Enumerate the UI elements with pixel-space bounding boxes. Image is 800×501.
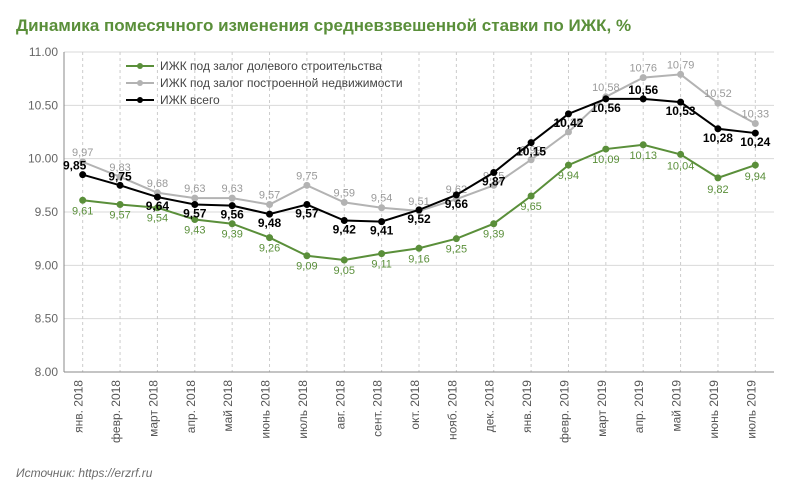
x-axis-label: дек. 2018 [483,380,497,433]
data-point-label: 9,97 [72,147,93,159]
svg-text:11.00: 11.00 [29,45,58,59]
data-point-label: 10,15 [516,145,546,159]
x-axis-label: март 2018 [146,380,160,437]
data-point-label: 9,75 [296,170,317,182]
data-point-label: 9,26 [259,243,280,255]
data-point-label: 9,94 [558,170,579,182]
data-point-label: 9,52 [407,212,431,226]
data-point-label: 10,09 [592,154,620,166]
data-point-label: 9,42 [333,223,357,237]
source-label: Источник: https://erzrf.ru [16,466,784,480]
data-point-label: 9,57 [109,210,130,222]
data-point-label: 9,57 [183,207,207,221]
svg-text:9.00: 9.00 [35,258,59,272]
data-point-label: 9,61 [72,205,93,217]
x-axis-label: янв. 2019 [520,380,534,433]
data-point-label: 9,25 [446,244,467,256]
data-point-label: 9,75 [108,169,132,183]
svg-text:9.50: 9.50 [35,205,59,219]
svg-text:10.50: 10.50 [28,98,58,112]
legend-item: ИЖК под залог долевого строительства [160,59,382,73]
data-point-label: 9,39 [221,229,242,241]
data-point-label: 10,56 [628,83,658,97]
data-point-label: 9,05 [334,265,355,277]
data-point-label: 9,09 [296,261,317,273]
data-point-label: 10,42 [553,116,583,130]
data-point-label: 9,43 [184,224,205,236]
data-point-label: 9,54 [147,213,168,225]
data-point-label: 10,33 [742,108,770,120]
x-axis-label: май 2018 [221,380,235,432]
data-point-label: 9,87 [482,175,506,189]
x-axis-label: июнь 2018 [259,380,273,439]
data-point-label: 9,63 [221,183,242,195]
x-axis-label: март 2019 [595,380,609,437]
x-axis-label: февр. 2018 [109,380,123,443]
svg-text:10.00: 10.00 [28,152,58,166]
data-point-label: 9,82 [707,184,728,196]
data-point-label: 9,11 [371,259,392,271]
svg-text:8.00: 8.00 [35,365,59,379]
data-point-label: 10,04 [667,160,695,172]
legend-item: ИЖК всего [160,93,220,107]
data-point-label: 10,56 [591,101,621,115]
x-axis-label: окт. 2018 [408,380,422,430]
data-point-label: 9,39 [483,229,504,241]
x-axis-label: июль 2018 [296,380,310,439]
data-point-label: 9,63 [184,183,205,195]
data-point-label: 9,57 [259,190,280,202]
x-axis-label: февр. 2019 [557,380,571,443]
x-axis-label: апр. 2018 [184,380,198,434]
data-point-label: 9,16 [408,253,429,265]
data-point-label: 9,56 [220,208,244,222]
svg-text:8.50: 8.50 [35,312,59,326]
data-point-label: 9,48 [258,216,282,230]
x-axis-label: июль 2019 [744,380,758,439]
data-point-label: 9,41 [370,224,394,238]
rate-chart: 8.00 8.50 9.00 9.50 10.00 10.50 11.00 янв. 2018… [16,42,784,462]
data-point-label: 9,65 [520,201,541,213]
x-axis-label: апр. 2019 [632,380,646,434]
data-point-label: 10,79 [667,59,695,71]
data-point-label: 9,54 [371,193,392,205]
legend-item: ИЖК под залог построенной недвижимости [160,76,403,90]
data-point-label: 9,85 [63,159,87,173]
data-point-label: 10,24 [740,135,770,149]
x-axis-label: нояб. 2018 [445,380,459,440]
data-point-label: 10,52 [704,88,732,100]
data-point-label: 9,68 [147,178,168,190]
data-point-label: 10,28 [703,131,733,145]
data-point-label: 9,94 [745,171,766,183]
x-axis-label: июнь 2019 [707,380,721,439]
data-point-label: 9,59 [334,187,355,199]
data-point-label: 9,66 [445,197,469,211]
x-axis-label: сент. 2018 [371,380,385,437]
data-point-label: 10,53 [666,104,696,118]
data-point-label: 10,13 [629,150,657,162]
x-axis-label: янв. 2018 [72,380,86,433]
data-point-label: 10,58 [592,82,620,94]
x-axis-label: авг. 2018 [333,380,347,430]
chart-title: Динамика помесячного изменения средневзв… [16,16,784,36]
data-point-label: 10,76 [629,63,657,75]
data-point-label: 9,64 [146,199,170,213]
x-axis-label: май 2019 [670,380,684,432]
data-point-label: 9,57 [295,207,319,221]
